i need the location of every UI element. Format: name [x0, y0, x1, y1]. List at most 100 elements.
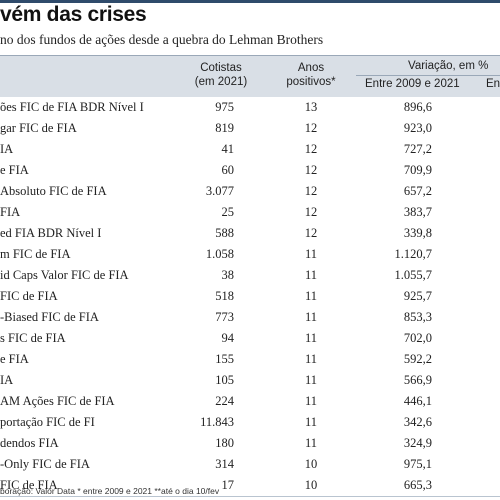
fund-name-cell: -Only FIC de FIA — [0, 457, 90, 471]
fund-name-cell: s FIC de FIA — [0, 331, 66, 345]
table-row: portação FIC de FI 11.843 11 342,6 — [0, 412, 500, 434]
anos-positivos-cell: 12 — [304, 184, 318, 198]
table-row: ões FIC de FIA BDR Nível I 975 13 896,6 — [0, 97, 500, 119]
fund-name-cell: FIC de FIA — [0, 289, 58, 303]
fund-name-cell: m FIC de FIA — [0, 247, 71, 261]
cotistas-cell: 3.077 — [205, 184, 234, 198]
cotistas-cell: 588 — [215, 226, 234, 240]
header-entre: Entre 2009 e 2021 — [365, 78, 460, 90]
cotistas-cell: 314 — [215, 457, 234, 471]
table-row: ed FIA BDR Nível I 588 12 339,8 — [0, 223, 500, 245]
anos-positivos-cell: 11 — [304, 352, 318, 366]
fund-name-cell: IA — [0, 142, 14, 156]
cotistas-cell: 60 — [221, 163, 235, 177]
anos-positivos-cell: 12 — [304, 226, 318, 240]
cotistas-cell: 38 — [221, 268, 235, 282]
table-row: FIA 25 12 383,7 — [0, 202, 500, 224]
anos-positivos-cell: 11 — [304, 331, 318, 345]
fund-name-cell: Absoluto FIC de FIA — [0, 184, 107, 198]
fund-name-cell: FIA — [0, 205, 21, 219]
variacao-cell: 896,6 — [403, 100, 432, 114]
table-row: dendos FIA 180 11 324,9 — [0, 433, 500, 455]
variacao-cell: 923,0 — [403, 121, 432, 135]
cotistas-cell: 94 — [221, 331, 235, 345]
header-anos-line2: positivos* — [286, 76, 336, 88]
fund-name-cell: e FIA — [0, 352, 29, 366]
page-subtitle: no dos fundos de ações desde a quebra do… — [0, 32, 324, 47]
cotistas-cell: 41 — [221, 142, 235, 156]
cotistas-cell: 773 — [215, 310, 234, 324]
anos-positivos-cell: 11 — [304, 268, 318, 282]
fund-name-cell: FIC de FIA — [0, 478, 58, 492]
variacao-cell: 853,3 — [403, 310, 432, 324]
anos-positivos-cell: 13 — [304, 100, 318, 114]
variacao-cell: 925,7 — [403, 289, 432, 303]
anos-positivos-cell: 10 — [304, 478, 318, 492]
variacao-cell: 709,9 — [403, 163, 432, 177]
fund-name-cell: gar FIC de FIA — [0, 121, 77, 135]
cotistas-cell: 180 — [215, 436, 234, 450]
variacao-cell: 342,6 — [403, 415, 432, 429]
table-row: e FIA 155 11 592,2 — [0, 349, 500, 371]
fund-name-cell: -Biased FIC de FIA — [0, 310, 99, 324]
table-row: id Caps Valor FIC de FIA 38 11 1.055,7 — [0, 265, 500, 287]
cotistas-cell: 105 — [215, 373, 234, 387]
fund-name-cell: dendos FIA — [0, 436, 59, 450]
cotistas-cell: 17 — [221, 478, 235, 492]
header-anos: Anos positivos* — [276, 61, 346, 89]
header-cotistas: Cotistas (em 2021) — [186, 61, 256, 89]
table-row: IA 41 12 727,2 — [0, 139, 500, 161]
top-rule — [0, 0, 500, 3]
variacao-cell: 339,8 — [403, 226, 432, 240]
cotistas-cell: 819 — [215, 121, 234, 135]
variacao-cell: 324,9 — [403, 436, 432, 450]
cotistas-cell: 11.843 — [200, 415, 234, 429]
table-row: FIC de FIA 17 10 665,3 — [0, 475, 500, 497]
fund-name-cell: portação FIC de FI — [0, 415, 95, 429]
anos-positivos-cell: 11 — [304, 247, 318, 261]
header-divider — [356, 75, 500, 76]
variacao-cell: 702,0 — [403, 331, 432, 345]
table-header: Cotistas (em 2021) Anos positivos* Varia… — [0, 55, 500, 98]
header-variacao: Variação, em % — [408, 60, 489, 72]
variacao-cell: 657,2 — [403, 184, 432, 198]
anos-positivos-cell: 12 — [304, 205, 318, 219]
footnote: boração: Valor Data * entre 2009 e 2021 … — [0, 486, 220, 496]
anos-positivos-cell: 11 — [304, 373, 318, 387]
table-row: Absoluto FIC de FIA 3.077 12 657,2 — [0, 181, 500, 203]
variacao-cell: 446,1 — [403, 394, 432, 408]
anos-positivos-cell: 12 — [304, 142, 318, 156]
anos-positivos-cell: 12 — [304, 163, 318, 177]
variacao-cell: 383,7 — [403, 205, 432, 219]
anos-positivos-cell: 11 — [304, 310, 318, 324]
variacao-cell: 975,1 — [403, 457, 432, 471]
header-en: En — [486, 78, 500, 90]
variacao-cell: 566,9 — [403, 373, 432, 387]
anos-positivos-cell: 12 — [304, 121, 318, 135]
anos-positivos-cell: 10 — [304, 457, 318, 471]
cotistas-cell: 25 — [221, 205, 235, 219]
fund-name-cell: id Caps Valor FIC de FIA — [0, 268, 129, 282]
fund-name-cell: AM Ações FIC de FIA — [0, 394, 115, 408]
anos-positivos-cell: 11 — [304, 394, 318, 408]
cotistas-cell: 518 — [215, 289, 234, 303]
cotistas-cell: 975 — [215, 100, 234, 114]
variacao-cell: 665,3 — [403, 478, 432, 492]
fund-name-cell: ões FIC de FIA BDR Nível I — [0, 100, 144, 114]
anos-positivos-cell: 11 — [304, 289, 318, 303]
cotistas-cell: 224 — [215, 394, 234, 408]
table-row: m FIC de FIA 1.058 11 1.120,7 — [0, 244, 500, 266]
table-row: AM Ações FIC de FIA 224 11 446,1 — [0, 391, 500, 413]
fund-name-cell: IA — [0, 373, 14, 387]
table-row: s FIC de FIA 94 11 702,0 — [0, 328, 500, 350]
table-row: gar FIC de FIA 819 12 923,0 — [0, 118, 500, 140]
variacao-cell: 1.055,7 — [394, 268, 433, 282]
cotistas-cell: 155 — [215, 352, 234, 366]
table-row: -Biased FIC de FIA 773 11 853,3 — [0, 307, 500, 329]
table-row: -Only FIC de FIA 314 10 975,1 — [0, 454, 500, 476]
cotistas-cell: 1.058 — [205, 247, 234, 261]
anos-positivos-cell: 11 — [304, 415, 318, 429]
table-row: e FIA 60 12 709,9 — [0, 160, 500, 182]
header-cotistas-line1: Cotistas — [200, 62, 242, 74]
